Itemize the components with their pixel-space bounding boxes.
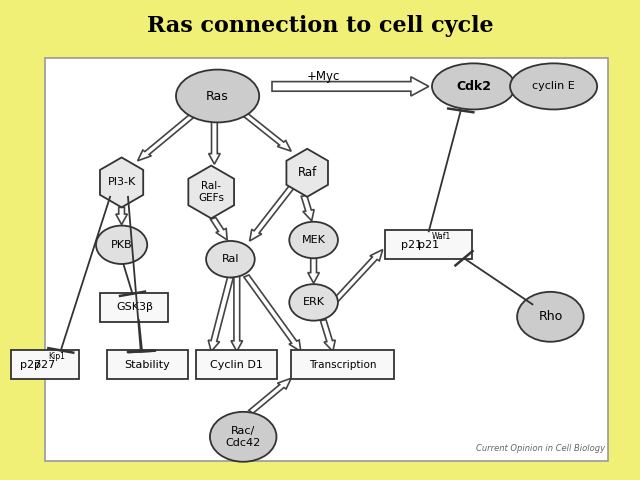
Polygon shape [333, 250, 383, 301]
FancyBboxPatch shape [107, 350, 188, 379]
Text: p27: p27 [20, 360, 42, 370]
Ellipse shape [432, 63, 515, 109]
Circle shape [517, 292, 584, 342]
Text: Kip1: Kip1 [48, 352, 65, 361]
FancyBboxPatch shape [45, 58, 608, 461]
Text: Ral-
GEFs: Ral- GEFs [198, 181, 224, 203]
Polygon shape [116, 207, 127, 225]
Circle shape [96, 226, 147, 264]
Text: Rho: Rho [538, 310, 563, 324]
FancyBboxPatch shape [100, 293, 168, 322]
Text: p21: p21 [401, 240, 422, 250]
FancyBboxPatch shape [196, 350, 277, 379]
Ellipse shape [176, 70, 259, 122]
FancyBboxPatch shape [291, 350, 394, 379]
Text: Cyclin D1: Cyclin D1 [211, 360, 263, 370]
FancyBboxPatch shape [385, 230, 472, 259]
Circle shape [210, 412, 276, 462]
Text: PKB: PKB [111, 240, 132, 250]
Circle shape [289, 284, 338, 321]
Text: Transcription: Transcription [308, 360, 376, 370]
Text: +Myc: +Myc [307, 70, 340, 84]
Polygon shape [272, 77, 429, 96]
Polygon shape [209, 119, 220, 164]
Text: Ral: Ral [221, 254, 239, 264]
Text: PI3-K: PI3-K [108, 178, 136, 187]
Polygon shape [231, 276, 243, 351]
Text: Rac/
Cdc42: Rac/ Cdc42 [225, 426, 261, 447]
Text: cyclin E: cyclin E [532, 82, 575, 91]
Polygon shape [208, 277, 233, 351]
Polygon shape [244, 275, 301, 351]
Text: ERK: ERK [303, 298, 324, 307]
Polygon shape [301, 195, 314, 221]
Polygon shape [138, 109, 200, 161]
Text: p21: p21 [418, 240, 440, 250]
Ellipse shape [510, 63, 597, 109]
Polygon shape [211, 217, 227, 240]
Polygon shape [287, 149, 328, 197]
FancyBboxPatch shape [11, 350, 79, 379]
Text: Cdk2: Cdk2 [456, 80, 491, 93]
Text: Raf: Raf [298, 166, 317, 180]
Polygon shape [249, 378, 291, 413]
Polygon shape [308, 258, 319, 283]
Text: Waf1: Waf1 [432, 232, 451, 241]
Polygon shape [100, 157, 143, 207]
Text: Current Opinion in Cell Biology: Current Opinion in Cell Biology [476, 444, 605, 453]
Text: Stability: Stability [124, 360, 170, 370]
Polygon shape [250, 182, 297, 241]
Text: GSK3β: GSK3β [116, 302, 153, 312]
Text: p27: p27 [34, 360, 56, 370]
Text: Ras connection to cell cycle: Ras connection to cell cycle [147, 15, 493, 37]
Text: Ras: Ras [206, 89, 229, 103]
Polygon shape [188, 166, 234, 218]
Circle shape [206, 241, 255, 277]
Circle shape [289, 222, 338, 258]
Text: MEK: MEK [301, 235, 326, 245]
Polygon shape [321, 320, 335, 351]
Polygon shape [238, 109, 291, 151]
